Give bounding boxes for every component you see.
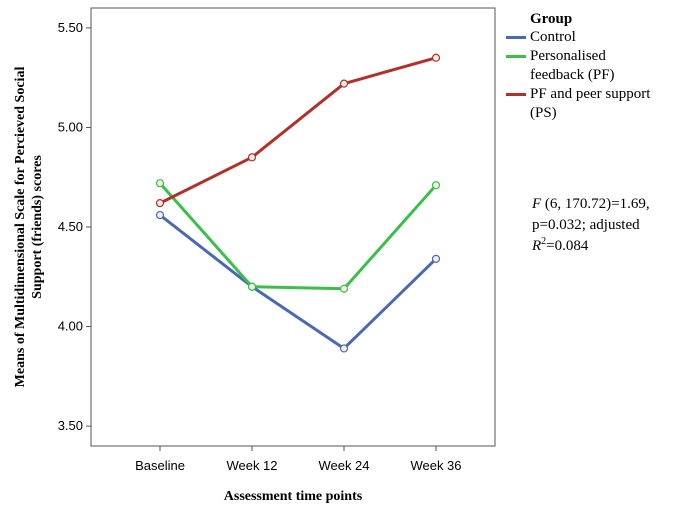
data-point <box>431 181 441 190</box>
y-tick-label: 4.50 <box>58 219 83 234</box>
legend-label-pf-line-2: feedback (PF) <box>530 67 615 83</box>
stats-line-1: F (6, 170.72)=1.69, <box>532 194 650 215</box>
data-point <box>155 210 165 220</box>
data-point <box>247 153 257 162</box>
series-line-1 <box>158 182 438 291</box>
x-tick-label: Week 12 <box>226 458 277 473</box>
legend-item-pf-ps: PF and peer support (PS) <box>506 85 684 123</box>
legend: Group Control Personalised feedback (PF)… <box>506 10 684 123</box>
y-tick-label: 5.50 <box>58 20 83 35</box>
y-axis-title-line-1: Means of Multidimensional Scale for Perc… <box>13 67 28 388</box>
legend-item-control: Control <box>506 28 684 47</box>
statistics-annotation: F (6, 170.72)=1.69, p=0.032; adjusted R2… <box>532 194 650 257</box>
legend-swatch-pf <box>506 55 526 58</box>
x-tick-label: Week 36 <box>410 458 461 473</box>
x-tick-label: Week 24 <box>318 458 369 473</box>
stats-f-symbol: F <box>532 196 542 212</box>
data-point <box>247 282 257 291</box>
series-line-0 <box>159 213 438 350</box>
stats-r-symbol: R <box>532 238 542 254</box>
stats-r-superscript: 2 <box>541 236 547 247</box>
y-axis-title-line-2: Support (friends) scores <box>30 155 45 299</box>
legend-label-pf-ps-line-2: (PS) <box>530 105 557 121</box>
data-point <box>155 179 165 188</box>
stats-line-3: R2=0.084 <box>532 236 650 257</box>
data-point <box>339 344 349 353</box>
data-point <box>339 284 349 293</box>
legend-label-pf-line-1: Personalised <box>530 48 606 64</box>
x-tick-label: Baseline <box>135 458 185 473</box>
legend-swatch-pf-ps <box>506 93 526 96</box>
legend-label-pf-ps-line-1: PF and peer support <box>530 86 651 102</box>
y-axis-title: Means of Multidimensional Scale for Perc… <box>13 67 45 388</box>
legend-item-pf: Personalised feedback (PF) <box>506 47 684 85</box>
plot-frame <box>90 7 496 447</box>
legend-title: Group <box>530 11 573 27</box>
y-tick-label: 4.00 <box>58 319 83 334</box>
y-tick-label: 5.00 <box>58 119 83 134</box>
stats-f-value: (6, 170.72)=1.69, <box>541 196 650 212</box>
data-point <box>155 199 165 208</box>
data-point <box>431 53 441 62</box>
y-tick-label: 3.50 <box>58 418 83 433</box>
legend-swatch-control <box>506 36 526 39</box>
legend-label-control: Control <box>530 29 576 45</box>
stats-r-value: =0.084 <box>546 238 589 254</box>
x-axis-title: Assessment time points <box>224 489 363 504</box>
data-point <box>431 254 441 263</box>
series-line-2 <box>159 56 437 205</box>
stats-line-2: p=0.032; adjusted <box>532 217 640 233</box>
data-point <box>339 79 349 88</box>
